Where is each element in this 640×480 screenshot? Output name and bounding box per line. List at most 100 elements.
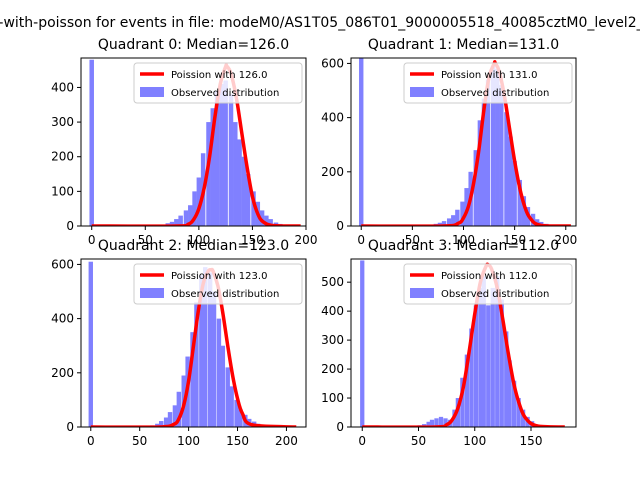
legend: Poission with 112.0 Observed distribution [403,263,573,305]
x-tick-label: 100 [463,434,486,448]
x-tick-label: 150 [241,233,264,247]
legend: Poission with 126.0 Observed distribution [133,62,303,104]
y-tick-label: 400 [321,304,344,318]
hist-bar [507,360,512,427]
legend-box [403,263,573,305]
y-tick-label: 400 [321,111,344,125]
hist-bar [169,221,175,226]
hist-bar [443,418,448,427]
legend-label-poisson: Poission with 123.0 [171,271,267,282]
hist-bar [225,367,230,427]
hist-bar [188,205,193,226]
hist-bar [517,179,522,226]
x-tick-label: 50 [411,434,426,448]
hist-bar [203,267,208,427]
hist-bar [190,332,195,427]
hist-bar [220,345,226,427]
axes-frame [80,57,307,227]
y-tick-label: 300 [321,333,344,347]
x-tick-label: 0 [358,434,366,448]
hist-bar [464,354,470,427]
legend-hist-swatch [410,87,434,97]
hist-bar [233,122,238,226]
hist-bar [241,156,247,226]
y-tick-label: 400 [51,312,74,326]
hist-bar [429,419,435,427]
legend-box [133,62,303,104]
y-tick-label: 0 [66,420,74,434]
hist-bar [446,218,452,226]
hist-bar [490,287,495,427]
subplot-title: Quadrant 3: Median=112.0 [368,238,559,254]
x-tick-label: 100 [187,233,210,247]
hist-bar [359,58,364,226]
subplot-title: Quadrant 0: Median=126.0 [98,37,289,53]
hist-bar [237,139,242,226]
y-tick-label: 500 [321,275,344,289]
x-tick-label: 100 [177,434,200,448]
hist-bar [499,85,504,226]
hist-bar [234,399,239,427]
hist-bar [460,201,465,226]
hist-bar [460,377,465,427]
hist-bar [504,331,509,427]
hist-bar [238,409,243,427]
hist-bar [176,391,182,427]
x-tick-label: 150 [520,434,543,448]
hist-bar [477,120,483,226]
hist-bar [207,272,213,427]
axes-frame [350,258,577,428]
x-tick-label: 200 [554,233,577,247]
hist-bar [199,275,204,427]
hist-bar [490,66,496,226]
hist-bar [455,209,460,226]
legend-box [133,263,303,305]
hist-bar [504,112,509,226]
y-tick-label: 100 [51,184,74,198]
hist-bar [473,150,478,226]
plot-area [360,260,565,427]
subplot-3: 0 50 100 150 0 100 200 300 400 500 Quadrant 3: Med… [321,238,577,448]
subplot-1: 0 50 100 150 200 0 200 400 600 Quadrant 1: Median… [321,37,577,247]
hist-bar [89,59,94,226]
hist-bar [223,80,228,226]
hist-bar [216,318,222,427]
legend-label-poisson: Poission with 126.0 [171,70,267,81]
hist-bar [438,416,444,427]
hist-bar [268,219,273,226]
hist-bar [434,418,439,427]
y-tick-label: 0 [66,219,74,233]
hist-bar [88,261,93,427]
x-tick-label: 0 [88,233,96,247]
legend-label-observed: Observed distribution [171,289,279,300]
hist-bar [360,260,365,427]
hist-bar [486,305,491,427]
y-tick-label: 200 [321,165,344,179]
y-tick-label: 600 [321,56,344,70]
x-tick-label: 50 [138,233,153,247]
hist-bar [163,417,169,427]
x-tick-label: 150 [503,233,526,247]
legend-label-observed: Observed distribution [441,88,549,99]
y-tick-label: 300 [51,115,74,129]
hist-bar [481,276,486,427]
hist-bar [172,405,178,427]
hist-bar [229,386,234,427]
y-tick-label: 600 [51,257,74,271]
hist-bar [473,305,479,427]
hist-bar [512,160,517,226]
x-tick-label: 100 [452,233,475,247]
hist-bar [451,215,456,226]
y-tick-label: 200 [321,362,344,376]
hist-bar [478,287,483,427]
y-tick-label: 200 [51,150,74,164]
hist-bar [210,108,216,226]
hist-bar [251,191,256,226]
x-tick-label: 150 [226,434,249,448]
hist-bar [183,210,189,226]
legend: Poission with 131.0 Observed distribution [403,62,573,104]
hist-bar [174,219,179,226]
hist-bar [481,98,487,226]
hist-bar [499,299,504,427]
